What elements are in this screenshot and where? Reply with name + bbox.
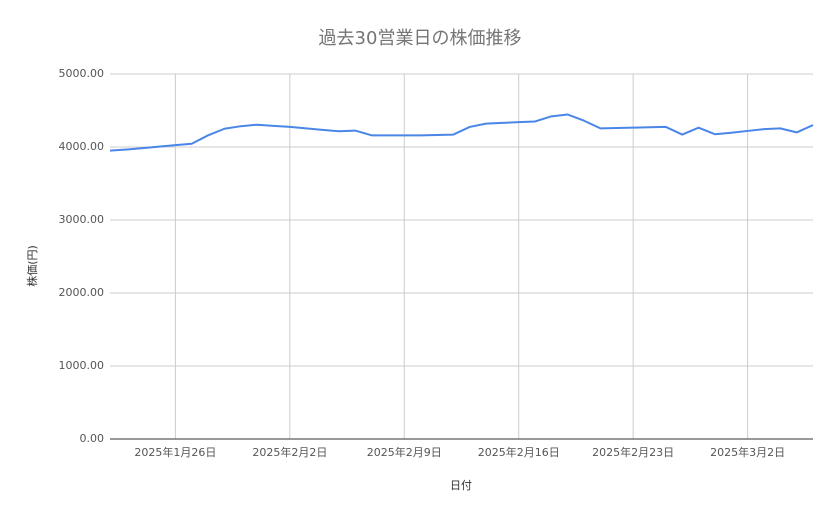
y-tick-label: 1000.00	[59, 359, 105, 372]
y-tick-label: 3000.00	[59, 213, 105, 226]
y-axis-title: 株価(円)	[25, 245, 39, 287]
y-tick-label: 5000.00	[59, 67, 105, 80]
line-series	[109, 113, 814, 152]
x-tick-label: 2025年3月2日	[710, 445, 785, 459]
x-axis-title: 日付	[450, 479, 472, 492]
chart-title: 過去30営業日の株価推移	[319, 28, 522, 49]
y-tick-label: 4000.00	[59, 140, 105, 153]
x-tick-label: 2025年2月16日	[478, 445, 560, 459]
x-tick-label: 2025年2月2日	[252, 445, 327, 459]
x-tick-label: 2025年2月9日	[367, 445, 442, 459]
y-tick-label: 0.00	[80, 432, 105, 445]
x-tick-label: 2025年1月26日	[134, 445, 216, 459]
x-tick-label: 2025年2月23日	[592, 445, 674, 459]
y-tick-label: 2000.00	[59, 286, 105, 299]
